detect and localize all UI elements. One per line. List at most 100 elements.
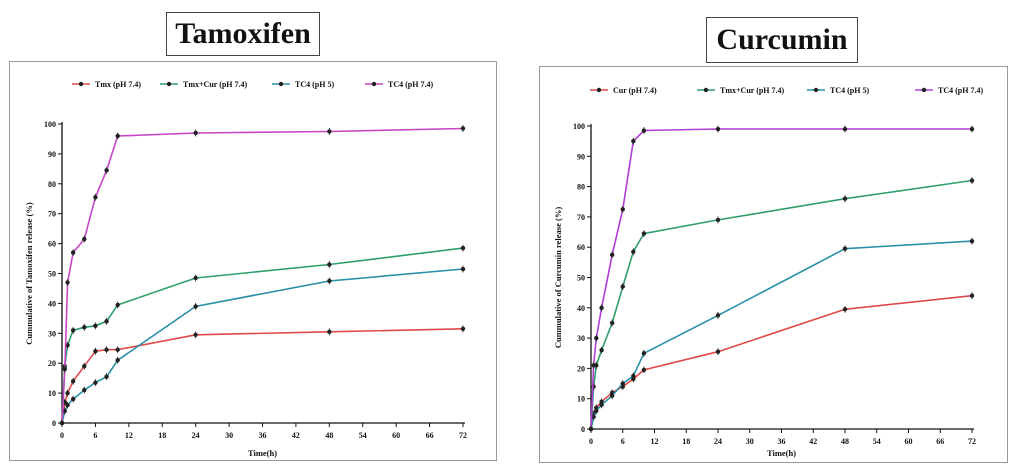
x-tick-label: 42 <box>292 431 300 440</box>
curcumin-release-chart: 0 6 12 18 24 30 36 42 48 54 60 66 72 0 10 20 30 40 50 60 70 8… <box>553 86 983 458</box>
series-line <box>590 240 973 430</box>
y-tick-label: 50 <box>577 274 585 283</box>
x-tick-label: 12 <box>651 437 659 446</box>
y-axis-label: Cummulative of Curcumin release (%) <box>553 207 563 349</box>
data-point <box>104 374 109 379</box>
data-point <box>609 320 615 326</box>
chart-panel-tamoxifen: 0 6 12 18 24 30 36 42 48 54 60 66 72 0 10 20 30 40 50 60 70 8… <box>9 61 497 461</box>
data-point <box>62 366 67 372</box>
data-point <box>115 133 120 139</box>
x-tick-label: 30 <box>746 437 754 446</box>
data-point <box>65 280 70 285</box>
y-tick-label: 90 <box>48 150 56 159</box>
x-tick-label: 36 <box>259 431 267 440</box>
data-point <box>327 262 332 267</box>
legend-label: Tmx+Cur (pH 7.4) <box>183 80 248 89</box>
data-point <box>460 126 466 131</box>
chart-panel-curcumin: 0 6 12 18 24 30 36 42 48 54 60 66 72 0 10 20 30 40 50 60 70 8… <box>539 66 1008 463</box>
y-tick-label: 80 <box>577 183 585 192</box>
data-point <box>609 393 615 398</box>
data-point <box>82 325 87 330</box>
chart-title-tamoxifen: Tamoxifen <box>166 12 320 56</box>
y-tick-label: 60 <box>577 243 585 252</box>
series-line <box>61 268 464 424</box>
y-axis-label: Cummulative of Tamoxifen release (%) <box>24 202 34 345</box>
data-point <box>70 328 76 333</box>
y-tick-label: 10 <box>48 389 56 398</box>
data-point <box>599 402 604 407</box>
x-tick-label: 60 <box>392 431 400 440</box>
data-point <box>631 138 636 144</box>
y-tick-label: 80 <box>48 180 56 189</box>
legend-marker <box>813 87 819 93</box>
data-point <box>327 278 332 284</box>
data-point <box>641 231 647 236</box>
data-point <box>620 381 625 386</box>
series-line <box>590 128 972 430</box>
legend-marker <box>596 87 602 93</box>
data-point <box>82 236 87 242</box>
data-point <box>115 358 120 363</box>
data-point <box>969 126 975 132</box>
data-point <box>70 396 76 402</box>
legend-marker <box>921 87 927 93</box>
y-tick-label: 50 <box>48 270 56 279</box>
data-point <box>62 408 67 414</box>
data-point <box>641 367 647 373</box>
data-point <box>969 178 975 183</box>
data-point <box>715 349 721 354</box>
tamoxifen-release-chart: 0 6 12 18 24 30 36 42 48 54 60 66 72 0 10 20 30 40 50 60 70 8… <box>24 80 467 458</box>
data-point <box>631 249 636 254</box>
y-tick-label: 0 <box>581 425 585 434</box>
data-point <box>715 313 721 318</box>
legend-label: Tmx (pH 7.4) <box>95 80 141 89</box>
y-tick-label: 20 <box>577 364 585 373</box>
data-point <box>70 378 76 384</box>
data-point <box>104 319 109 324</box>
data-point <box>193 304 198 309</box>
data-point <box>115 302 120 308</box>
series-line <box>61 328 464 424</box>
data-point <box>641 128 647 133</box>
data-point <box>460 266 466 272</box>
x-tick-label: 24 <box>714 437 722 446</box>
data-point <box>82 387 87 393</box>
chart-title-curcumin: Curcumin <box>706 17 858 63</box>
x-tick-label: 54 <box>873 437 881 446</box>
x-tick-label: 18 <box>158 431 166 440</box>
x-tick-label: 48 <box>841 437 849 446</box>
data-point <box>715 217 721 223</box>
legend-label: Cur (pH 7.4) <box>613 86 657 95</box>
x-tick-label: 66 <box>936 437 944 446</box>
data-point <box>969 238 975 244</box>
data-point <box>842 307 848 312</box>
x-tick-label: 72 <box>459 431 467 440</box>
x-tick-label: 6 <box>621 437 625 446</box>
legend-marker <box>278 81 284 87</box>
data-point <box>609 252 615 257</box>
data-point <box>93 323 98 329</box>
x-tick-label: 60 <box>905 437 913 446</box>
legend-marker <box>78 81 84 87</box>
y-tick-label: 0 <box>52 419 56 428</box>
x-tick-label: 0 <box>60 431 64 440</box>
data-point <box>65 343 70 348</box>
legend-marker <box>371 81 377 87</box>
data-point <box>599 348 604 353</box>
y-tick-label: 40 <box>48 299 56 308</box>
x-tick-label: 30 <box>225 431 233 440</box>
legend-label: TC4 (pH 5) <box>295 80 334 89</box>
x-axis-label: Time(h) <box>248 448 277 458</box>
data-point <box>93 349 98 354</box>
x-tick-label: 72 <box>968 437 976 446</box>
data-point <box>715 126 721 132</box>
x-tick-label: 12 <box>125 431 133 440</box>
series-line <box>590 294 973 430</box>
data-point <box>594 408 599 414</box>
y-tick-label: 30 <box>577 334 585 343</box>
x-tick-label: 24 <box>192 431 200 440</box>
data-point <box>70 250 76 255</box>
legend-marker <box>703 87 709 93</box>
y-tick-label: 100 <box>44 120 56 129</box>
data-point <box>460 245 466 251</box>
